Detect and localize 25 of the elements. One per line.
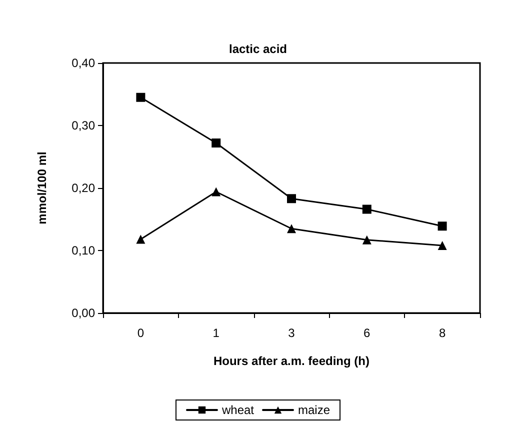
y-tick-label: 0,00 (72, 306, 96, 320)
y-tick-label: 0,20 (72, 181, 96, 195)
x-tick-label: 0 (137, 326, 144, 340)
x-tick-label: 3 (288, 326, 296, 340)
legend-label: maize (298, 403, 330, 417)
x-tick-label: 6 (364, 326, 371, 340)
y-axis-title: mmol/100 ml (35, 152, 49, 224)
point (362, 235, 372, 244)
point (136, 234, 146, 244)
point (287, 224, 296, 234)
chart-title: lactic acid (228, 42, 288, 56)
x-axis-title: Hours after a.m. feeding (h) (213, 354, 370, 368)
point (438, 241, 447, 250)
point (438, 222, 447, 231)
point (287, 194, 296, 204)
point (212, 138, 221, 148)
y-tick-label: 0,30 (72, 118, 96, 132)
legend-label: wheat (220, 403, 255, 417)
point (362, 204, 372, 214)
y-tick-label: 0,40 (72, 56, 96, 70)
x-tick-label: 8 (438, 326, 446, 340)
x-tick-label: 1 (212, 326, 220, 340)
point (212, 187, 221, 196)
y-tick-label: 0,10 (72, 244, 96, 258)
point (136, 92, 146, 102)
